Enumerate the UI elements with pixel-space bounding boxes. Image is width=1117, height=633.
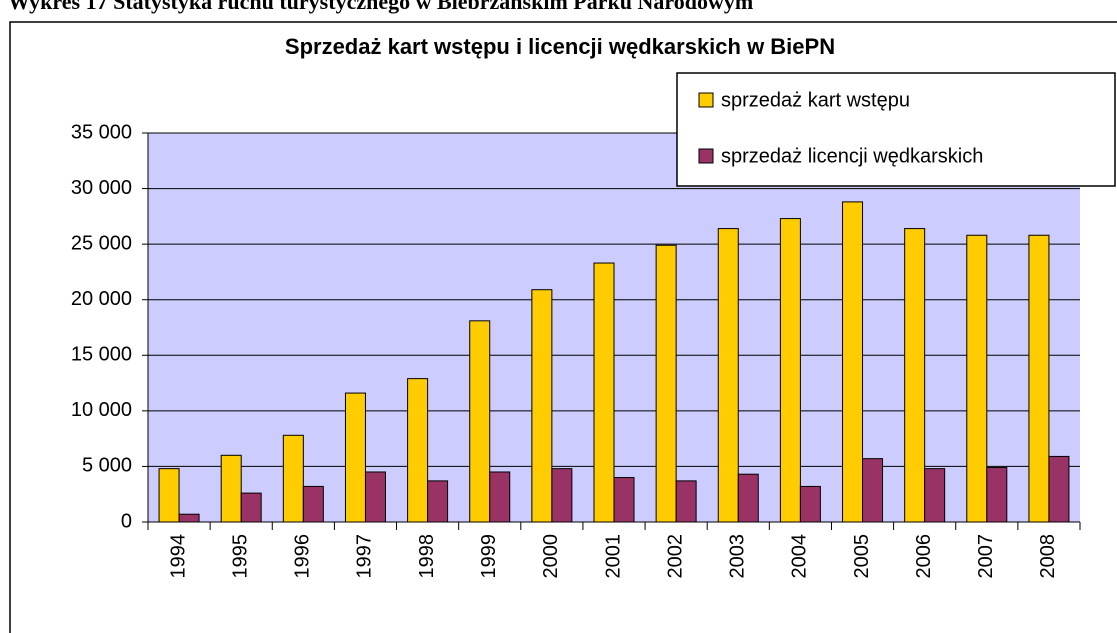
bar [240,492,262,523]
y-tick-label: 5 000 [82,455,132,477]
x-tick-label: 1999 [478,534,500,579]
bar [1028,234,1050,523]
y-tick-label: 25 000 [71,232,132,254]
bar [924,468,946,523]
caption: Wykres 17 Statystyka ruchu turystycznego… [8,0,753,14]
bar [593,262,615,523]
legend-box [676,72,1116,187]
y-tick-label: 15 000 [71,344,132,366]
x-tick-label: 2001 [602,534,624,579]
bar [717,228,739,523]
bar [302,485,324,523]
bar [799,485,821,523]
x-tick-label: 2007 [975,534,997,579]
bar [531,289,553,523]
x-tick-label: 1997 [354,534,376,579]
x-tick-label: 1994 [167,534,189,579]
bar [282,434,304,523]
x-tick-label: 2000 [540,534,562,579]
x-tick-label: 2008 [1037,534,1059,579]
x-tick-label: 2002 [664,534,686,579]
x-tick-label: 2006 [913,534,935,579]
legend-swatch [698,92,714,108]
bar [178,513,200,523]
x-tick-label: 1995 [229,534,251,579]
bar [469,320,491,523]
bar [675,480,697,523]
x-tick-label: 1996 [292,534,314,579]
bar [613,477,635,523]
x-tick-label: 1998 [416,534,438,579]
bar [489,471,511,523]
bar [1048,455,1070,523]
y-tick-label: 35 000 [71,121,132,143]
bar [220,454,242,523]
bar [904,228,926,523]
bar [655,244,677,523]
legend-label: sprzedaż kart wstępu [721,89,910,111]
bar [344,392,366,523]
bar [862,458,884,523]
bar [779,218,801,523]
x-tick-label: 2004 [789,534,811,579]
y-tick-label: 30 000 [71,177,132,199]
bar [737,473,759,523]
bar [842,201,864,523]
chart-title: Sprzedaż kart wstępu i licencji wędkarsk… [285,34,835,59]
x-tick-label: 2005 [851,534,873,579]
bar [407,378,429,523]
bar [364,471,386,523]
bar [966,234,988,523]
bar [158,468,180,523]
bar [427,480,449,523]
legend-label: sprzedaż licencji wędkarskich [721,145,983,167]
bar [551,468,573,523]
y-tick-label: 0 [121,510,132,532]
legend-swatch [698,148,714,164]
x-tick-label: 2003 [727,534,749,579]
y-tick-label: 20 000 [71,288,132,310]
bar [986,467,1008,523]
y-tick-label: 10 000 [71,399,132,421]
